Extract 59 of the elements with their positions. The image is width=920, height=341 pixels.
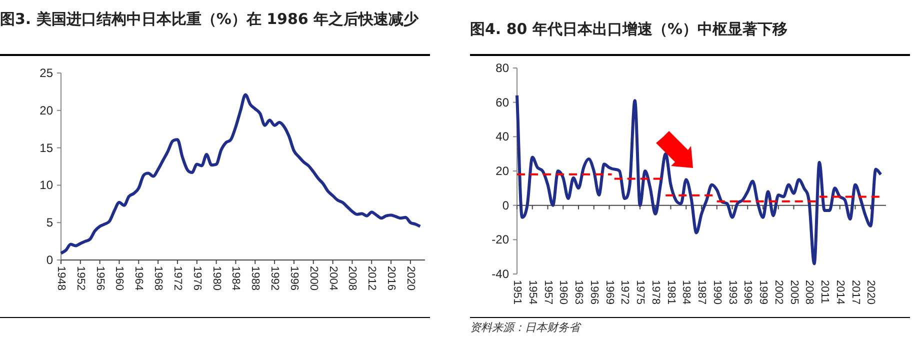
xtick: 1976 — [190, 266, 203, 290]
chart-title: 图3. 美国进口结构中日本比重（%）在 1986 年之后快速减少 — [0, 9, 420, 30]
xtick: 1968 — [152, 266, 164, 290]
xtick: 2008 — [346, 266, 358, 290]
xtick: 1951 — [511, 280, 523, 304]
ytick: -40 — [492, 267, 509, 281]
ytick: 20 — [40, 103, 53, 118]
xtick: 2020 — [864, 280, 877, 304]
xtick: 2014 — [834, 280, 846, 304]
ytick: 60 — [496, 95, 509, 110]
xtick: 1987 — [696, 280, 708, 304]
xtick: 1978 — [649, 280, 662, 304]
ytick: 10 — [40, 178, 53, 192]
xtick: 1964 — [132, 266, 145, 290]
ytick: 40 — [496, 130, 509, 144]
xtick: 1984 — [230, 266, 242, 290]
xtick: 1981 — [664, 280, 677, 304]
xtick: 2002 — [772, 280, 784, 304]
xtick: 1957 — [542, 280, 554, 304]
ytick: 0 — [502, 198, 509, 212]
xtick: 1972 — [171, 266, 184, 290]
xtick: 2017 — [849, 280, 862, 304]
xtick: 1960 — [113, 266, 126, 290]
ytick: 15 — [40, 140, 53, 155]
chart-title: 图4. 80 年代日本出口增速（%）中枢显著下移 — [470, 19, 788, 40]
xtick: 1992 — [268, 266, 281, 290]
ytick: 20 — [496, 164, 509, 178]
xtick: 2016 — [385, 266, 398, 290]
xtick: 1954 — [526, 280, 538, 304]
xtick: 1999 — [757, 280, 769, 304]
xtick: 2000 — [307, 266, 320, 290]
xtick: 1993 — [726, 280, 738, 304]
xtick: 1966 — [588, 280, 600, 304]
ytick: 80 — [496, 61, 509, 75]
ytick: 5 — [46, 216, 53, 230]
xtick: 1988 — [249, 266, 262, 290]
xtick: 1996 — [742, 280, 754, 304]
xtick: 2020 — [404, 266, 416, 290]
xtick: 1969 — [603, 280, 616, 304]
xtick: 1996 — [288, 266, 300, 290]
xtick: 2012 — [366, 266, 378, 290]
xtick: 1984 — [680, 280, 692, 304]
xtick: 2005 — [788, 280, 800, 304]
xtick: 1948 — [55, 266, 67, 290]
xtick: 1980 — [210, 266, 222, 290]
xtick: 1975 — [634, 280, 646, 304]
ytick: 0 — [46, 253, 53, 267]
xtick: 2004 — [326, 266, 339, 290]
xtick: 2008 — [803, 280, 816, 304]
text: 资料来源：日本财务省 — [470, 320, 580, 335]
xtick: 1972 — [618, 280, 631, 304]
xtick: 1963 — [572, 280, 584, 304]
ytick: -20 — [492, 232, 509, 247]
ytick: 25 — [40, 66, 53, 80]
xtick: 1956 — [94, 266, 106, 290]
xtick: 1960 — [557, 280, 570, 304]
xtick: 1952 — [74, 266, 86, 290]
xtick: 1990 — [710, 280, 723, 304]
xtick: 2011 — [818, 280, 830, 304]
